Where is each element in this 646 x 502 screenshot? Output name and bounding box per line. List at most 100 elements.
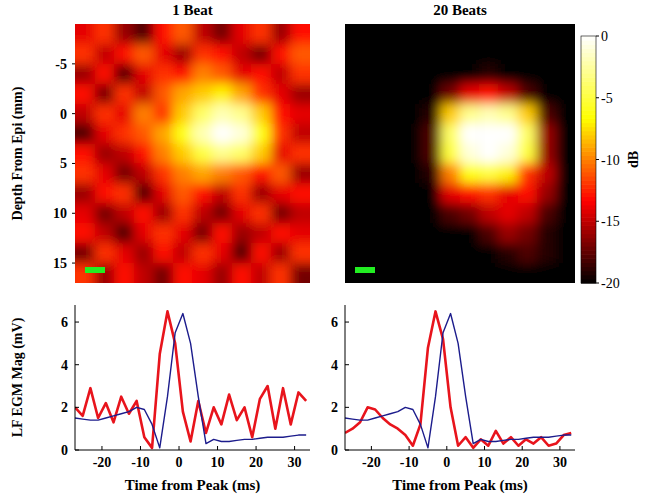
colorbar-step — [581, 57, 596, 62]
heatmap-cell — [134, 243, 154, 264]
y-tick-label: 6 — [61, 315, 68, 330]
heatmap-cell — [212, 203, 232, 224]
heatmap-cell — [290, 24, 310, 45]
heatmap-cell — [422, 44, 442, 65]
heatmap-cell — [232, 163, 252, 184]
heatmap-cell — [403, 24, 423, 45]
colorbar-step — [581, 176, 596, 181]
heatmap-cell — [290, 183, 310, 204]
heatmap-cell — [345, 223, 365, 244]
colorbar-step — [581, 135, 596, 140]
heatmap-cell — [422, 24, 442, 45]
colorbar-step — [581, 155, 596, 160]
heatmap-cell — [422, 263, 442, 283]
heatmap-cell — [556, 223, 575, 244]
y-tick — [72, 213, 75, 214]
heatmap-cell — [383, 84, 403, 105]
heatmap-cell — [498, 144, 518, 165]
heatmap-cell — [75, 24, 95, 45]
heatmap-cell — [518, 183, 538, 204]
heatmap-cell — [173, 124, 193, 145]
heatmap-cell — [193, 183, 213, 204]
heatmap-cell — [251, 104, 271, 125]
heatmap-cell — [153, 163, 173, 184]
heatmap-cell — [134, 223, 154, 244]
heatmap-cell — [251, 163, 271, 184]
heatmap-cell — [153, 124, 173, 145]
heatmap-cell — [518, 144, 538, 165]
heatmap-cell — [212, 263, 232, 283]
heatmap-cell — [479, 84, 499, 105]
heatmap-cell — [403, 64, 423, 85]
heatmap-cells — [75, 24, 310, 283]
x-tick — [559, 446, 560, 450]
heatmap-cell — [556, 144, 575, 165]
y-tick-label: 15 — [53, 256, 67, 271]
heatmap-cell — [403, 44, 423, 65]
colorbar-step — [581, 172, 596, 177]
heatmap-cell — [95, 24, 115, 45]
heatmap-cell — [173, 64, 193, 85]
heatmap-cell — [518, 163, 538, 184]
heatmap-cell — [232, 44, 252, 65]
heatmap-cell — [232, 64, 252, 85]
x-tick-label: 30 — [553, 455, 567, 470]
heatmap-cell — [134, 44, 154, 65]
heatmap-cell — [422, 183, 442, 204]
heatmap-cell — [537, 243, 557, 264]
heatmap-cell — [193, 223, 213, 244]
colorbar-step — [581, 168, 596, 173]
heatmap-cell — [95, 243, 115, 264]
heatmap-cell — [75, 144, 95, 165]
heatmap-cell — [498, 243, 518, 264]
heatmap-cell — [290, 223, 310, 244]
heatmap-cell — [290, 203, 310, 224]
heatmap-cell — [153, 64, 173, 85]
y-tick-label: -5 — [55, 57, 67, 72]
heatmap-cell — [134, 183, 154, 204]
heatmap-cell — [114, 144, 134, 165]
colorbar-step — [581, 143, 596, 148]
heatmap-cell — [422, 124, 442, 145]
heatmap-clip — [75, 24, 310, 283]
heatmap-cell — [403, 84, 423, 105]
heatmap-clip — [345, 24, 575, 283]
colorbar-step — [581, 197, 596, 202]
heatmap-cell — [537, 44, 557, 65]
heatmap-cell — [345, 44, 365, 65]
heatmap-cell — [153, 263, 173, 283]
heatmap-cell — [556, 163, 575, 184]
heatmap-cell — [173, 203, 193, 224]
heatmap-cell — [441, 24, 461, 45]
heatmap-cell — [518, 24, 538, 45]
heatmap-cell — [290, 44, 310, 65]
colorbar-step — [581, 61, 596, 66]
heatmap-cell — [290, 263, 310, 283]
y-tick-label: 0 — [61, 443, 68, 458]
heatmap-cell — [441, 104, 461, 125]
heatmap-cell — [460, 163, 480, 184]
heatmap-cell — [95, 124, 115, 145]
heatmap-cell — [271, 124, 291, 145]
series-line — [345, 311, 571, 447]
heatmap-cell — [345, 203, 365, 224]
heatmap-cell — [556, 183, 575, 204]
heatmap-cell — [173, 223, 193, 244]
heatmap-cell — [271, 84, 291, 105]
x-tick-label: 20 — [249, 455, 263, 470]
heatmap-cell — [251, 144, 271, 165]
heatmap-cell — [498, 223, 518, 244]
heatmap-cell — [422, 243, 442, 264]
colorbar-step — [581, 151, 596, 156]
x-tick-label: 10 — [211, 455, 225, 470]
heatmap-cell — [364, 223, 384, 244]
heatmap-cell — [212, 124, 232, 145]
heatmap-cell — [422, 84, 442, 105]
colorbar-step — [581, 225, 596, 230]
colorbar-step — [581, 192, 596, 197]
colorbar-step — [581, 229, 596, 234]
colorbar-tick-label: -5 — [601, 91, 613, 106]
heatmap-cell — [212, 104, 232, 125]
heatmap-cell — [271, 243, 291, 264]
heatmap-cell — [383, 104, 403, 125]
